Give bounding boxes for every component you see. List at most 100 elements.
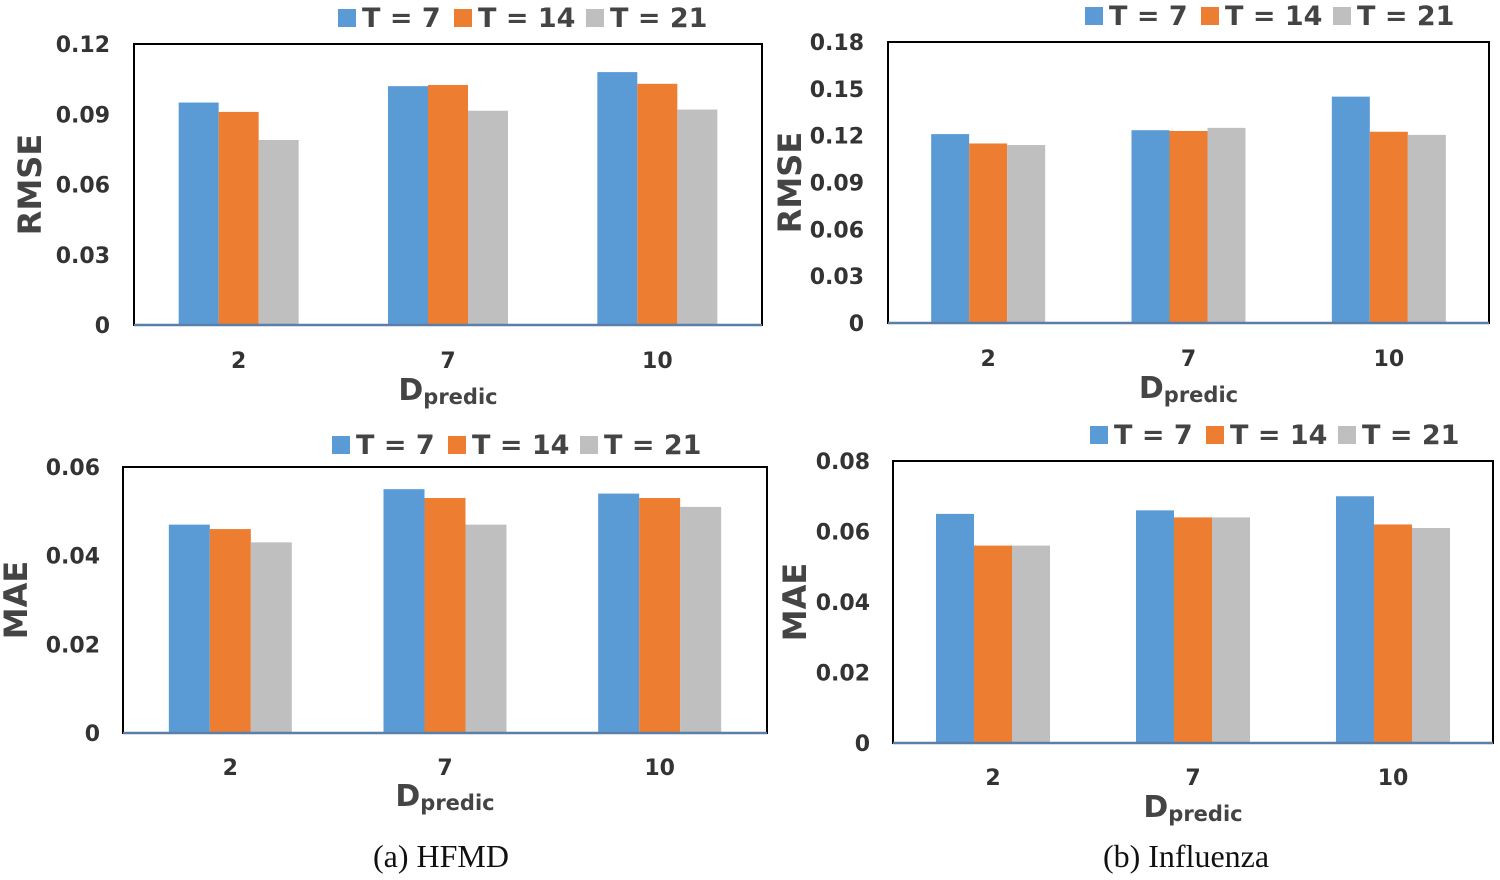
legend-label: T = 7 bbox=[362, 3, 441, 34]
y-tick-label: 0.12 bbox=[56, 33, 110, 58]
x-axis-title-main: D bbox=[1139, 371, 1164, 406]
caption-influenza: (b) Influenza bbox=[1103, 838, 1269, 874]
y-axis-title: MAE bbox=[0, 561, 35, 639]
bar-t14-7 bbox=[424, 498, 466, 733]
x-axis-title: Dpredic bbox=[1139, 371, 1238, 407]
x-axis-title-main: D bbox=[398, 373, 423, 408]
x-tick-label: 10 bbox=[1378, 766, 1409, 791]
legend-swatch bbox=[1085, 7, 1103, 25]
y-tick-label: 0.04 bbox=[46, 545, 100, 570]
legend-label: T = 14 bbox=[1225, 1, 1322, 32]
bar-t14-2 bbox=[969, 143, 1008, 323]
legend-swatch bbox=[1201, 7, 1219, 25]
x-axis-title-subscript: predic bbox=[1168, 802, 1242, 826]
x-tick-label: 10 bbox=[1374, 347, 1405, 372]
bar-t14-7 bbox=[1174, 517, 1212, 743]
bar-t14-10 bbox=[639, 498, 681, 733]
y-tick-label: 0.06 bbox=[56, 174, 110, 199]
legend-swatch bbox=[454, 9, 472, 27]
x-tick-label: 7 bbox=[1185, 766, 1200, 791]
legend-swatch bbox=[586, 9, 604, 27]
y-tick-label: 0.06 bbox=[810, 218, 864, 243]
bar-t14-7 bbox=[428, 84, 468, 326]
bar-t7-7 bbox=[1136, 510, 1174, 743]
x-tick-label: 7 bbox=[440, 349, 455, 374]
bar-t14-10 bbox=[637, 83, 678, 325]
legend-label: T = 14 bbox=[472, 430, 569, 461]
legend-label: T = 14 bbox=[478, 3, 575, 34]
chart-4: 0 0.02 0.04 0.06 0.08 2 7 10 Dpredic MAE T = 7 T = … bbox=[776, 420, 1494, 826]
y-axis-title: RMSE bbox=[11, 134, 49, 235]
caption-hfmd: (a) HFMD bbox=[373, 838, 509, 874]
legend-swatch bbox=[1338, 426, 1356, 444]
y-tick-label: 0.06 bbox=[816, 521, 870, 546]
y-tick-label: 0 bbox=[849, 312, 864, 337]
bar-t21-7 bbox=[1207, 127, 1246, 323]
x-tick-label: 2 bbox=[223, 756, 238, 781]
chart-2: 0 0.03 0.06 0.09 0.12 0.15 0.18 2 7 10 Dpredic RMSE… bbox=[771, 1, 1490, 407]
chart-1: 0 0.03 0.06 0.09 0.12 2 7 10 Dpredic RMSE T = 7 T =… bbox=[11, 3, 763, 409]
y-tick-label: 0.03 bbox=[56, 244, 110, 269]
legend-swatch bbox=[448, 436, 466, 454]
legend-swatch bbox=[1090, 426, 1108, 444]
bar-t21-10 bbox=[680, 506, 722, 733]
chart-3: 0 0.02 0.04 0.06 2 7 10 Dpredic MAE T = 7 T = 14 T … bbox=[0, 430, 768, 815]
bar-t21-7 bbox=[1212, 517, 1250, 743]
bar-t7-2 bbox=[168, 524, 210, 733]
x-axis-title-main: D bbox=[1143, 790, 1168, 825]
bar-t14-2 bbox=[209, 529, 251, 733]
legend-swatch bbox=[338, 9, 356, 27]
legend-label: T = 7 bbox=[356, 430, 435, 461]
x-tick-label: 2 bbox=[981, 347, 996, 372]
bar-t21-2 bbox=[1007, 145, 1046, 323]
x-axis-title-main: D bbox=[395, 779, 420, 814]
bar-t21-10 bbox=[677, 109, 718, 325]
bar-t7-7 bbox=[1131, 130, 1170, 323]
bar-t21-10 bbox=[1407, 134, 1446, 323]
bar-t7-7 bbox=[383, 489, 425, 733]
x-axis-title-subscript: predic bbox=[1164, 383, 1238, 407]
y-tick-label: 0.09 bbox=[810, 172, 864, 197]
legend-label: T = 21 bbox=[604, 430, 701, 461]
y-tick-label: 0.18 bbox=[810, 31, 864, 56]
x-tick-label: 7 bbox=[1181, 347, 1196, 372]
bar-t7-10 bbox=[598, 493, 640, 733]
bar-t7-2 bbox=[178, 102, 219, 326]
legend-label: T = 7 bbox=[1114, 420, 1193, 451]
x-tick-label: 10 bbox=[644, 756, 675, 781]
x-axis-title: Dpredic bbox=[398, 373, 497, 409]
bar-t21-7 bbox=[465, 524, 507, 733]
bar-t14-10 bbox=[1369, 131, 1408, 323]
y-tick-label: 0 bbox=[85, 722, 100, 747]
bar-t21-7 bbox=[468, 110, 508, 325]
x-axis-title: Dpredic bbox=[1143, 790, 1242, 826]
legend-swatch bbox=[332, 436, 350, 454]
bar-t14-10 bbox=[1374, 524, 1412, 743]
bar-t21-2 bbox=[1012, 545, 1050, 743]
bar-t7-7 bbox=[388, 86, 428, 326]
bar-t14-7 bbox=[1169, 130, 1208, 323]
legend-label: T = 21 bbox=[610, 3, 707, 34]
y-tick-label: 0 bbox=[855, 732, 870, 757]
bar-t7-2 bbox=[936, 513, 974, 743]
bar-t21-2 bbox=[258, 140, 299, 325]
y-tick-label: 0.12 bbox=[810, 125, 864, 150]
y-tick-label: 0.02 bbox=[816, 662, 870, 687]
bar-t7-10 bbox=[597, 72, 638, 325]
legend-swatch bbox=[1206, 426, 1224, 444]
bar-t21-10 bbox=[1412, 527, 1450, 743]
legend-swatch bbox=[1333, 7, 1351, 25]
y-tick-label: 0.04 bbox=[816, 591, 870, 616]
x-tick-label: 10 bbox=[642, 349, 673, 374]
charts-container: 0 0.03 0.06 0.09 0.12 2 7 10 Dpredic RMSE T = 7 T =… bbox=[0, 1, 1494, 826]
y-tick-label: 0 bbox=[95, 314, 110, 339]
bar-t7-10 bbox=[1336, 496, 1374, 743]
bar-t14-2 bbox=[218, 111, 259, 326]
bar-t7-2 bbox=[931, 134, 970, 323]
y-tick-label: 0.06 bbox=[46, 456, 100, 481]
x-axis-title-subscript: predic bbox=[420, 791, 494, 815]
y-tick-label: 0.09 bbox=[56, 103, 110, 128]
x-axis-title: Dpredic bbox=[395, 779, 494, 815]
x-tick-label: 2 bbox=[985, 766, 1000, 791]
